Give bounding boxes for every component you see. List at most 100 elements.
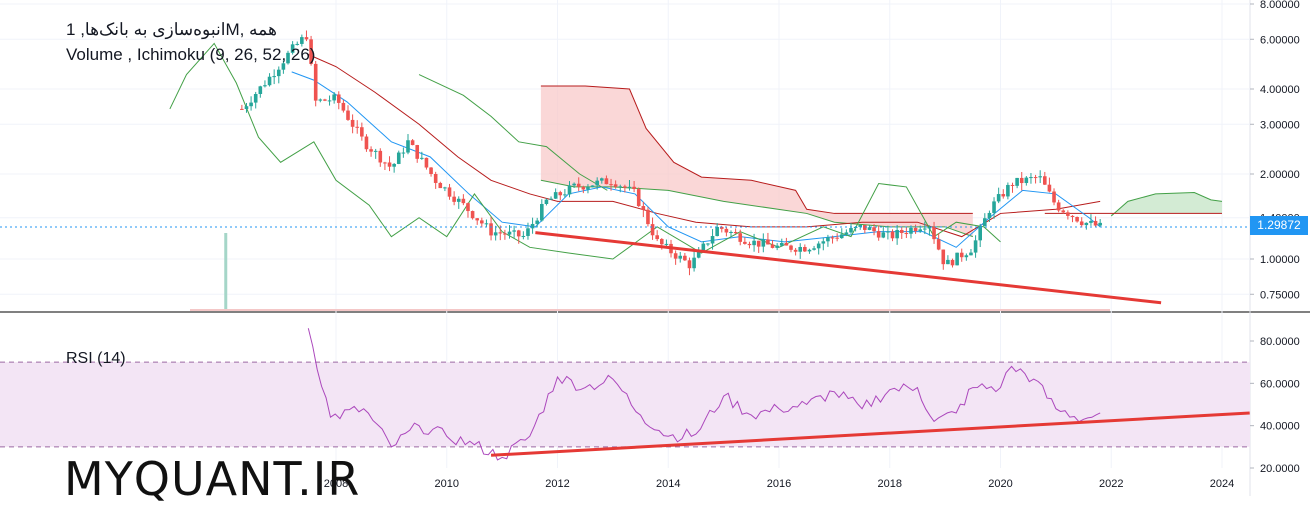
rsi-line bbox=[307, 328, 1101, 461]
candle-body bbox=[710, 236, 715, 244]
candle-body bbox=[1019, 177, 1024, 184]
candle-body bbox=[876, 231, 881, 238]
candle-body bbox=[276, 69, 281, 77]
candle-body bbox=[733, 231, 738, 234]
candle-body bbox=[613, 184, 618, 187]
candle-body bbox=[618, 186, 623, 188]
candle-body bbox=[821, 241, 826, 244]
candle-body bbox=[826, 237, 830, 242]
candle-body bbox=[272, 76, 276, 78]
candle-body bbox=[309, 39, 313, 64]
candle-body bbox=[895, 229, 899, 239]
candle-body bbox=[429, 167, 433, 174]
candle-body bbox=[807, 249, 812, 252]
candle-body bbox=[290, 44, 295, 53]
candle-body bbox=[346, 110, 350, 120]
candle-body bbox=[313, 63, 318, 101]
candle-body bbox=[918, 229, 923, 232]
candle-body bbox=[1093, 220, 1098, 226]
volume-bar bbox=[224, 233, 228, 311]
candle-body bbox=[1047, 184, 1052, 192]
candle-body bbox=[812, 248, 816, 250]
candle-body bbox=[863, 224, 867, 230]
candle-body bbox=[816, 243, 821, 249]
candle-body bbox=[747, 243, 752, 246]
candle-body bbox=[1084, 222, 1089, 226]
candle-body bbox=[839, 234, 844, 239]
candle-body bbox=[332, 94, 336, 101]
candle-body bbox=[526, 228, 530, 236]
candle-body bbox=[646, 209, 650, 225]
candle-body bbox=[913, 227, 918, 232]
candle-body bbox=[1024, 177, 1029, 184]
candle-body bbox=[959, 252, 964, 258]
candle-body bbox=[867, 227, 872, 230]
candle-body bbox=[1070, 215, 1075, 218]
candle-body bbox=[576, 183, 581, 187]
candle-body bbox=[604, 178, 609, 185]
candle-body bbox=[743, 241, 747, 244]
candle-body bbox=[904, 233, 909, 235]
candle-body bbox=[881, 232, 886, 238]
indicator-legend: Volume , Ichimoku (9, 26, 52, 26) bbox=[66, 45, 316, 64]
y-tick-label: 4.00000 bbox=[1260, 84, 1300, 96]
candle-body bbox=[480, 220, 484, 224]
y-tick-label: 8.00000 bbox=[1260, 0, 1300, 11]
candle-body bbox=[295, 43, 300, 45]
candle-body bbox=[1015, 177, 1019, 186]
candle-body bbox=[678, 255, 683, 259]
candle-body bbox=[844, 232, 849, 235]
candle-body bbox=[650, 224, 655, 236]
candle-body bbox=[530, 223, 535, 229]
candle-body bbox=[461, 198, 466, 204]
candle-body bbox=[715, 226, 719, 237]
rsi-tick-label: 60.0000 bbox=[1260, 378, 1300, 390]
candle-body bbox=[1038, 176, 1042, 178]
candle-body bbox=[701, 243, 706, 251]
candle-body bbox=[673, 253, 678, 259]
candle-body bbox=[1089, 220, 1093, 223]
chikou-span-line bbox=[418, 74, 608, 191]
candle-body bbox=[964, 255, 969, 258]
candle-body bbox=[609, 184, 613, 186]
candle-body bbox=[424, 157, 429, 168]
candle-body bbox=[383, 162, 387, 164]
candle-body bbox=[323, 99, 327, 101]
candle-body bbox=[470, 211, 475, 219]
candle-body bbox=[779, 242, 784, 246]
x-tick-label: 2008 bbox=[324, 478, 348, 490]
price-trendline bbox=[535, 231, 1162, 305]
ichimoku-cloud-bearish bbox=[540, 85, 973, 237]
candle-body bbox=[263, 85, 267, 87]
candle-body bbox=[872, 227, 876, 232]
x-tick-label: 2018 bbox=[878, 478, 902, 490]
candle-body bbox=[909, 227, 913, 234]
candle-body bbox=[447, 187, 452, 197]
candle-body bbox=[327, 100, 332, 102]
candle-body bbox=[696, 250, 701, 258]
candle-body bbox=[793, 249, 798, 252]
candle-body bbox=[756, 240, 761, 247]
candle-body bbox=[443, 187, 447, 189]
candle-body bbox=[489, 223, 493, 236]
candle-body bbox=[503, 233, 507, 235]
candle-body bbox=[493, 232, 498, 236]
candle-body bbox=[835, 237, 839, 239]
candle-body bbox=[1006, 184, 1010, 197]
candle-body bbox=[341, 102, 346, 111]
candle-body bbox=[586, 187, 590, 190]
watermark: MYQUANT.IR bbox=[64, 452, 361, 506]
last-price-badge[interactable]: 1.29872 bbox=[1250, 216, 1308, 235]
candle-body bbox=[927, 227, 932, 229]
candle-body bbox=[627, 186, 632, 188]
chart-title: انبوه‌سازی به بانک‌ها, 1M, همه bbox=[66, 20, 277, 39]
candle-body bbox=[452, 196, 456, 202]
candle-body bbox=[632, 186, 636, 190]
candle-body bbox=[969, 252, 973, 256]
candle-body bbox=[659, 239, 664, 245]
candle-body bbox=[770, 244, 775, 248]
senkou-b-edge bbox=[540, 85, 973, 214]
ichimoku-cloud-bullish bbox=[1111, 192, 1222, 216]
candle-body bbox=[1033, 177, 1038, 179]
